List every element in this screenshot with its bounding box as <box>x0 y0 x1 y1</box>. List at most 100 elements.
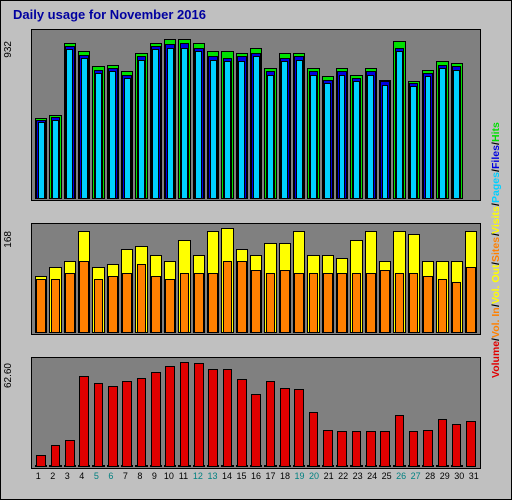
bar-volume <box>251 394 261 467</box>
day-label: 31 <box>466 471 481 485</box>
bar-volume <box>380 431 390 467</box>
bar-pages <box>138 60 145 199</box>
day-label: 7 <box>118 471 133 485</box>
bar-pages <box>152 49 159 199</box>
day-label: 20 <box>307 471 322 485</box>
bar-pages <box>324 83 331 199</box>
plot-visits-sites <box>31 223 481 335</box>
bar-volume <box>466 421 476 467</box>
bar-sites <box>337 273 347 333</box>
bar-sites <box>165 279 175 333</box>
bar-sites <box>208 273 218 333</box>
bar-pages <box>367 75 374 199</box>
bar-pages <box>353 81 360 199</box>
bar-volume <box>294 389 304 467</box>
bar-volume <box>137 378 147 467</box>
day-label: 13 <box>205 471 220 485</box>
bar-volume <box>151 372 161 467</box>
bar-pages <box>281 61 288 199</box>
bar-sites <box>323 273 333 333</box>
bar-sites <box>108 276 118 333</box>
bar-volume <box>280 388 290 467</box>
bar-pages <box>425 76 432 199</box>
bar-sites <box>266 273 276 333</box>
ylabel-mid: 168 <box>3 231 14 248</box>
day-label: 29 <box>437 471 452 485</box>
bar-sites <box>380 270 390 333</box>
plot-hits-files-pages <box>31 29 481 201</box>
bar-pages <box>439 68 446 199</box>
bar-pages <box>124 78 131 199</box>
day-label: 3 <box>60 471 75 485</box>
day-label: 26 <box>394 471 409 485</box>
day-label: 19 <box>292 471 307 485</box>
bar-pages <box>38 122 45 199</box>
day-label: 28 <box>423 471 438 485</box>
bar-sites <box>309 273 319 333</box>
legend: Volume / Vol. In / Vol. Out / Sites / Vi… <box>485 1 507 499</box>
ylabel-top: 932 <box>3 41 14 58</box>
bar-sites <box>366 273 376 333</box>
day-label: 8 <box>133 471 148 485</box>
bar-sites <box>409 273 419 333</box>
bar-volume <box>309 412 319 467</box>
bar-volume <box>208 369 218 467</box>
bar-volume <box>180 362 190 467</box>
bar-volume <box>36 455 46 467</box>
day-label: 6 <box>104 471 119 485</box>
bar-volume <box>452 424 462 467</box>
bar-pages <box>396 51 403 199</box>
day-label: 9 <box>147 471 162 485</box>
bar-volume <box>237 379 247 467</box>
bar-sites <box>122 273 132 333</box>
bar-sites <box>395 273 405 333</box>
bar-sites <box>36 279 46 333</box>
bar-pages <box>210 60 217 199</box>
bar-volume <box>194 363 204 467</box>
day-label: 22 <box>336 471 351 485</box>
bar-volume <box>94 383 104 467</box>
bar-sites <box>352 273 362 333</box>
bar-volume <box>79 376 89 467</box>
bar-pages <box>224 61 231 199</box>
bar-sites <box>251 270 261 333</box>
bar-sites <box>137 264 147 333</box>
bar-volume <box>223 369 233 467</box>
bar-volume <box>266 381 276 467</box>
bar-volume <box>438 419 448 467</box>
bar-volume <box>395 415 405 467</box>
bar-sites <box>423 276 433 333</box>
bar-pages <box>109 71 116 199</box>
day-label: 25 <box>379 471 394 485</box>
bar-sites <box>452 282 462 333</box>
bar-pages <box>167 48 174 199</box>
bar-pages <box>81 58 88 199</box>
bar-sites <box>180 273 190 333</box>
day-label: 10 <box>162 471 177 485</box>
bar-pages <box>95 73 102 199</box>
bar-pages <box>296 60 303 199</box>
day-label: 16 <box>249 471 264 485</box>
bar-pages <box>195 51 202 199</box>
bar-volume <box>352 431 362 467</box>
bar-volume <box>423 430 433 467</box>
bar-volume <box>122 381 132 467</box>
bar-sites <box>237 261 247 333</box>
bar-sites <box>438 279 448 333</box>
bar-pages <box>181 48 188 199</box>
bar-sites <box>65 273 75 333</box>
plot-volume <box>31 357 481 469</box>
bar-sites <box>280 270 290 333</box>
bar-volume <box>65 440 75 467</box>
bar-pages <box>453 70 460 199</box>
bar-pages <box>267 75 274 199</box>
bar-sites <box>94 279 104 333</box>
bar-sites <box>79 261 89 333</box>
chart-frame: Daily usage for November 2016 932 168 62… <box>0 0 512 500</box>
bar-sites <box>294 273 304 333</box>
chart-title: Daily usage for November 2016 <box>13 7 206 22</box>
bar-pages <box>238 61 245 199</box>
bar-volume <box>108 386 118 467</box>
day-label: 15 <box>234 471 249 485</box>
bar-volume <box>337 431 347 467</box>
